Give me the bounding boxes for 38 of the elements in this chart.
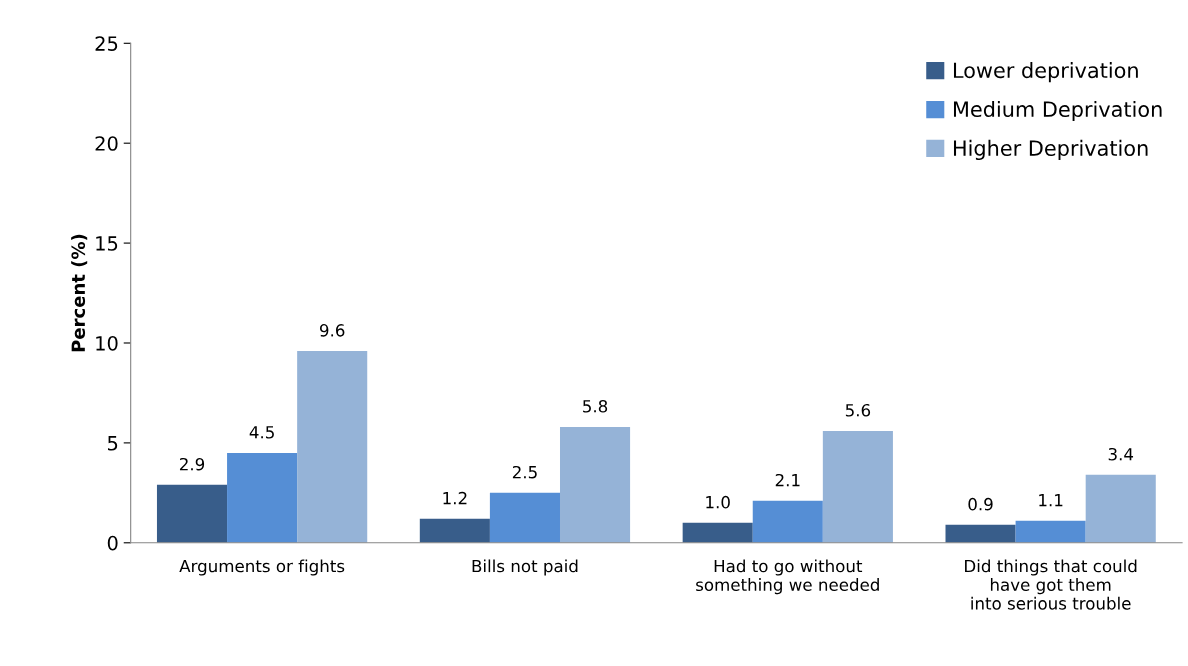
bar [1085,474,1156,543]
x-tick-label: Bills not paid [472,559,578,576]
bar [419,518,490,543]
data-label: 4.5 [249,426,274,439]
bar [682,522,753,543]
bar [489,492,560,543]
data-label: 3.4 [1108,447,1134,461]
bar [156,484,228,543]
bar [822,430,893,543]
legend-label: Medium Deprivation [953,100,1162,122]
data-label: 2.5 [512,465,537,479]
data-label: 5.6 [845,403,871,417]
y-tick-label: 15 [96,236,118,251]
data-label: 1.1 [1039,494,1063,507]
data-label: 2.1 [775,473,800,487]
bar [752,500,823,543]
bar [945,524,1016,543]
y-tick-label: 10 [96,335,118,351]
y-tick-label: 0 [107,535,118,551]
bar [297,350,368,543]
data-label: 1.0 [706,495,730,509]
legend-label: Higher Deprivation [953,139,1148,161]
data-label: 5.8 [583,399,608,413]
y-tick-label: 5 [108,436,118,451]
bar [227,452,298,543]
data-label: 2.9 [179,457,205,471]
y-tick-label: 25 [95,36,118,51]
data-label: 1.2 [443,491,467,505]
data-label: 9.6 [319,324,345,337]
bar [559,426,631,543]
bar [1015,520,1086,543]
y-axis-title: Percent (%) [71,234,88,352]
y-tick-label: 20 [95,136,118,151]
x-tick-label: Did things that could have got them into serious trouble [965,559,1137,610]
x-tick-label: Arguments or fights [179,559,345,576]
data-label: 0.9 [968,497,993,511]
legend-label: Lower deprivation [953,62,1138,83]
x-tick-label: Had to go without something we needed [696,559,879,595]
